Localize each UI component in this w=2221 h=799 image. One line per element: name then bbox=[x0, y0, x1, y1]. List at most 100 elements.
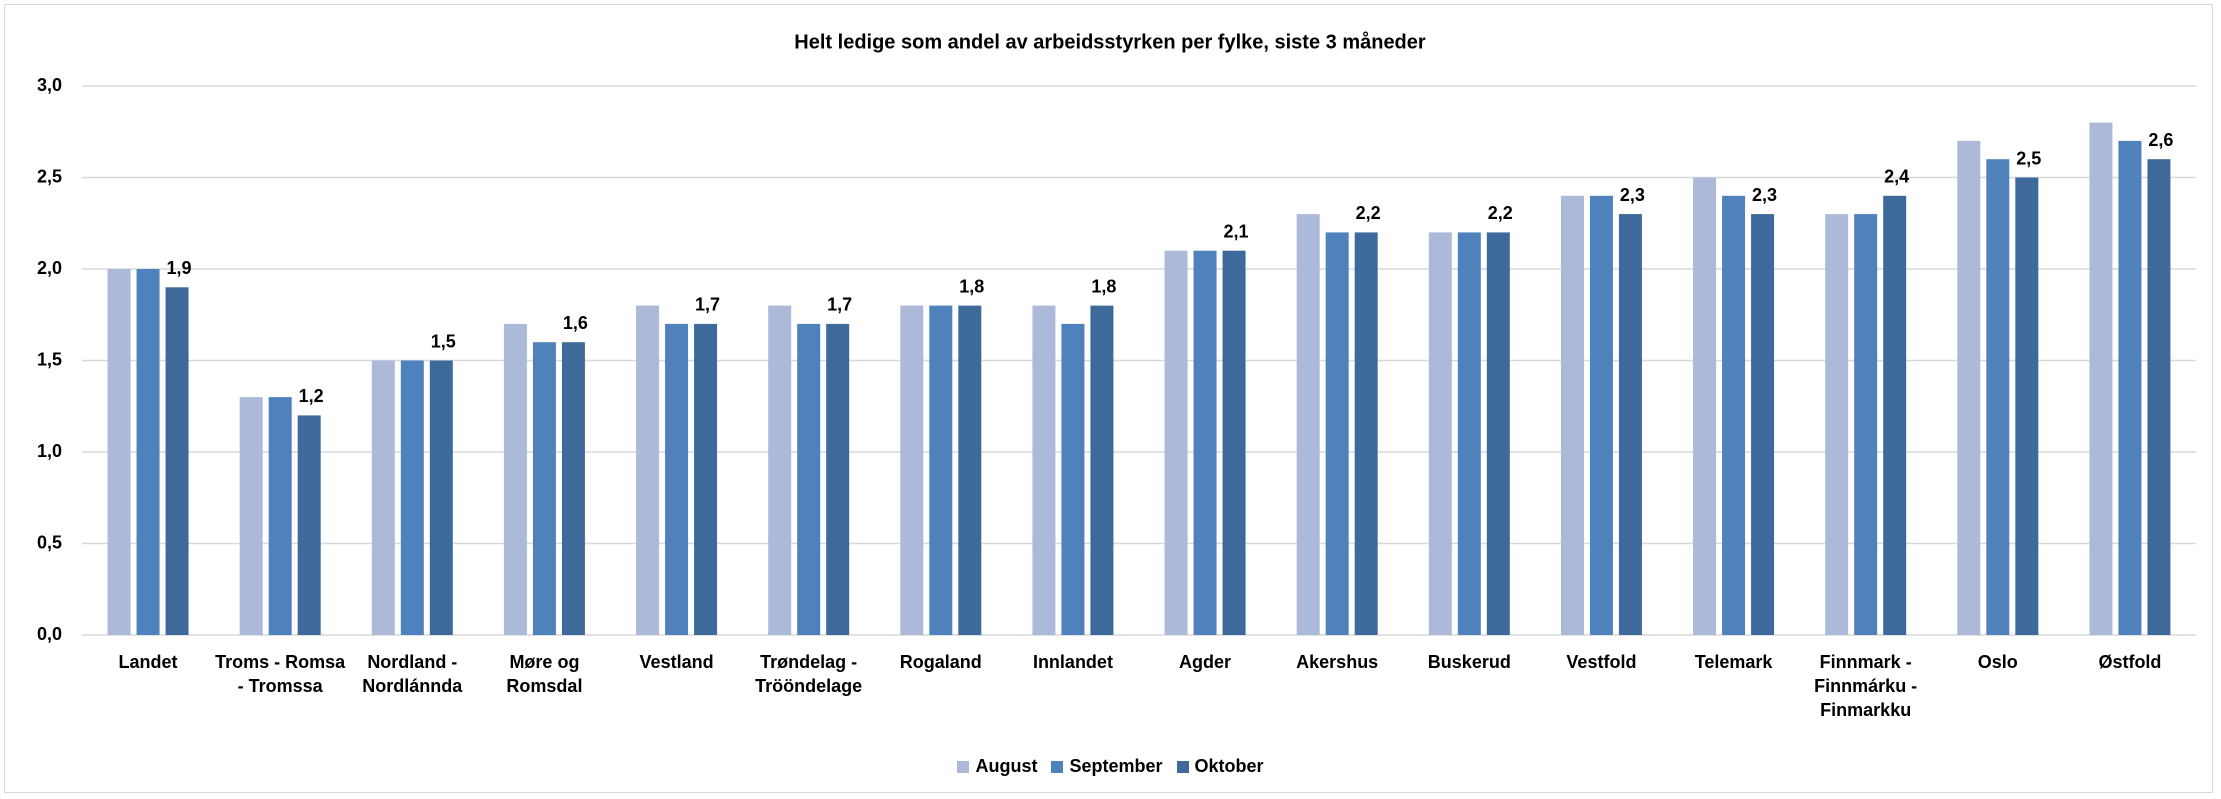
bar bbox=[1589, 195, 1613, 636]
bar bbox=[1090, 305, 1114, 635]
bar bbox=[1986, 159, 2010, 635]
data-label: 2,6 bbox=[2148, 130, 2173, 150]
bar bbox=[297, 415, 321, 635]
bar bbox=[1193, 250, 1217, 635]
chart-title: Helt ledige som andel av arbeidsstyrken … bbox=[794, 30, 1426, 53]
chart-frame bbox=[4, 4, 2213, 793]
x-tick-label: Møre og Romsdal bbox=[506, 652, 583, 696]
bar bbox=[2089, 122, 2113, 636]
x-tick-label: Vestland bbox=[639, 652, 714, 672]
x-tick-label: Trøndelag - Trööndelage bbox=[755, 652, 863, 696]
y-tick-label: 2,5 bbox=[37, 166, 62, 186]
x-tick-label: Agder bbox=[1179, 652, 1232, 672]
legend-swatch bbox=[1051, 760, 1064, 773]
bar bbox=[636, 305, 660, 635]
x-tick-label: Nordland - Nordlánnda bbox=[362, 652, 463, 696]
data-label: 1,8 bbox=[1091, 276, 1116, 296]
bar bbox=[1457, 232, 1481, 635]
x-tick-label: Finnmark - Finnmárku - Finmarkku bbox=[1814, 652, 1918, 720]
bar bbox=[400, 360, 424, 635]
bar bbox=[2118, 140, 2142, 635]
bar bbox=[1722, 195, 1746, 636]
data-label: 1,8 bbox=[959, 276, 984, 296]
bar bbox=[1296, 214, 1320, 635]
bar bbox=[107, 269, 131, 635]
bar bbox=[1883, 195, 1907, 636]
bar bbox=[1061, 323, 1085, 635]
bar bbox=[1325, 232, 1349, 635]
data-label: 1,7 bbox=[827, 295, 852, 315]
data-label: 2,4 bbox=[1884, 167, 1909, 187]
bar bbox=[2147, 159, 2171, 635]
bar bbox=[958, 305, 982, 635]
legend-label: September bbox=[1069, 756, 1163, 776]
data-label: 2,2 bbox=[1488, 203, 1513, 223]
bar bbox=[900, 305, 924, 635]
x-tick-label: Akershus bbox=[1296, 652, 1379, 672]
x-tick-label: Buskerud bbox=[1427, 652, 1511, 672]
bar bbox=[1164, 250, 1188, 635]
data-label: 1,6 bbox=[563, 313, 588, 333]
data-label: 2,1 bbox=[1224, 221, 1249, 241]
legend-item: Oktober bbox=[1176, 756, 1264, 777]
bar bbox=[165, 287, 189, 635]
x-tick-label: Oslo bbox=[1977, 652, 2018, 672]
bar bbox=[1486, 232, 1510, 635]
bar bbox=[1354, 232, 1378, 635]
x-tick-label: Troms - Romsa - Tromssa bbox=[215, 652, 346, 696]
bar bbox=[797, 323, 821, 635]
bar bbox=[239, 397, 263, 635]
data-label: 2,5 bbox=[2016, 148, 2041, 168]
data-label: 1,9 bbox=[167, 258, 192, 278]
bar bbox=[371, 360, 395, 635]
bar bbox=[1693, 177, 1717, 635]
bar bbox=[2015, 177, 2039, 635]
legend-item: September bbox=[1051, 756, 1163, 777]
data-label: 1,7 bbox=[695, 295, 720, 315]
data-label: 1,5 bbox=[431, 331, 456, 351]
legend-label: Oktober bbox=[1194, 756, 1264, 776]
y-tick-label: 0,5 bbox=[37, 532, 62, 552]
legend: August September Oktober bbox=[0, 756, 2221, 777]
legend-label: August bbox=[975, 756, 1038, 776]
bar bbox=[561, 342, 585, 635]
bar bbox=[1428, 232, 1452, 635]
bar bbox=[1032, 305, 1056, 635]
legend-swatch bbox=[957, 760, 970, 773]
bar bbox=[1957, 140, 1981, 635]
bar bbox=[429, 360, 453, 635]
y-tick-label: 2,0 bbox=[37, 258, 62, 278]
x-tick-label: Vestfold bbox=[1566, 652, 1637, 672]
bar bbox=[1222, 250, 1246, 635]
data-label: 2,3 bbox=[1752, 185, 1777, 205]
bar bbox=[268, 397, 292, 635]
bar bbox=[1825, 214, 1849, 635]
x-tick-label: Rogaland bbox=[899, 652, 982, 672]
bar bbox=[1751, 214, 1775, 635]
bar bbox=[826, 323, 850, 635]
y-tick-label: 1,5 bbox=[37, 349, 62, 369]
x-tick-label: Landet bbox=[118, 652, 178, 672]
bar bbox=[665, 323, 689, 635]
bar bbox=[136, 269, 160, 635]
data-label: 2,3 bbox=[1620, 185, 1645, 205]
x-tick-label: Østfold bbox=[2098, 652, 2162, 672]
bar bbox=[1560, 195, 1584, 636]
bar bbox=[1854, 214, 1878, 635]
legend-item: August bbox=[957, 756, 1037, 777]
bar bbox=[503, 323, 527, 635]
bar bbox=[929, 305, 953, 635]
bar bbox=[694, 323, 718, 635]
y-tick-label: 3,0 bbox=[37, 75, 62, 95]
y-tick-label: 0,0 bbox=[37, 624, 62, 644]
legend-swatch bbox=[1176, 760, 1189, 773]
y-tick-label: 1,0 bbox=[37, 441, 62, 461]
bar bbox=[1618, 214, 1642, 635]
data-label: 1,2 bbox=[299, 386, 324, 406]
x-tick-label: Innlandet bbox=[1032, 652, 1113, 672]
bar bbox=[768, 305, 792, 635]
x-tick-label: Telemark bbox=[1694, 652, 1773, 672]
bar bbox=[532, 342, 556, 635]
